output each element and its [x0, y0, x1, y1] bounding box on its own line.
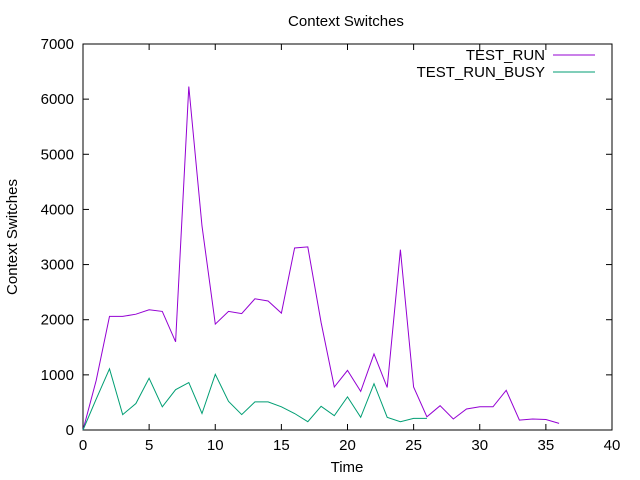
series-line-test-run-busy [82, 367, 427, 431]
plot-frame [82, 43, 613, 431]
y-tick-label: 6000 [41, 91, 74, 108]
x-tick-label: 40 [604, 437, 621, 454]
legend-label: TEST_RUN_BUSY [417, 64, 545, 81]
x-tick-label: 5 [145, 437, 153, 454]
y-axis-label: Context Switches [4, 179, 21, 295]
x-tick-label: 25 [405, 437, 422, 454]
x-axis-label: Time [331, 459, 364, 476]
y-tick-label: 0 [66, 422, 74, 439]
x-tick-label: 10 [207, 437, 224, 454]
x-tick-label: 30 [471, 437, 488, 454]
ticks-layer: 0 5 10 15 20 25 30 35 40 0 1000 2000 3000 4000 5000 600… [41, 36, 621, 454]
x-tick-label: 35 [538, 437, 555, 454]
y-tick-label: 4000 [41, 201, 74, 218]
series-layer [82, 86, 560, 431]
y-tick-label: 7000 [41, 36, 74, 53]
x-tick-label: 15 [273, 437, 290, 454]
y-tick-label: 5000 [41, 146, 74, 163]
y-tick-label: 2000 [41, 312, 74, 329]
legend-label: TEST_RUN [466, 47, 545, 64]
y-tick-label: 1000 [41, 367, 74, 384]
chart-title: Context Switches [288, 13, 404, 30]
y-tick-label: 3000 [41, 257, 74, 274]
x-tick-label: 20 [339, 437, 356, 454]
series-line-test-run [82, 86, 560, 431]
x-tick-label: 0 [79, 437, 87, 454]
